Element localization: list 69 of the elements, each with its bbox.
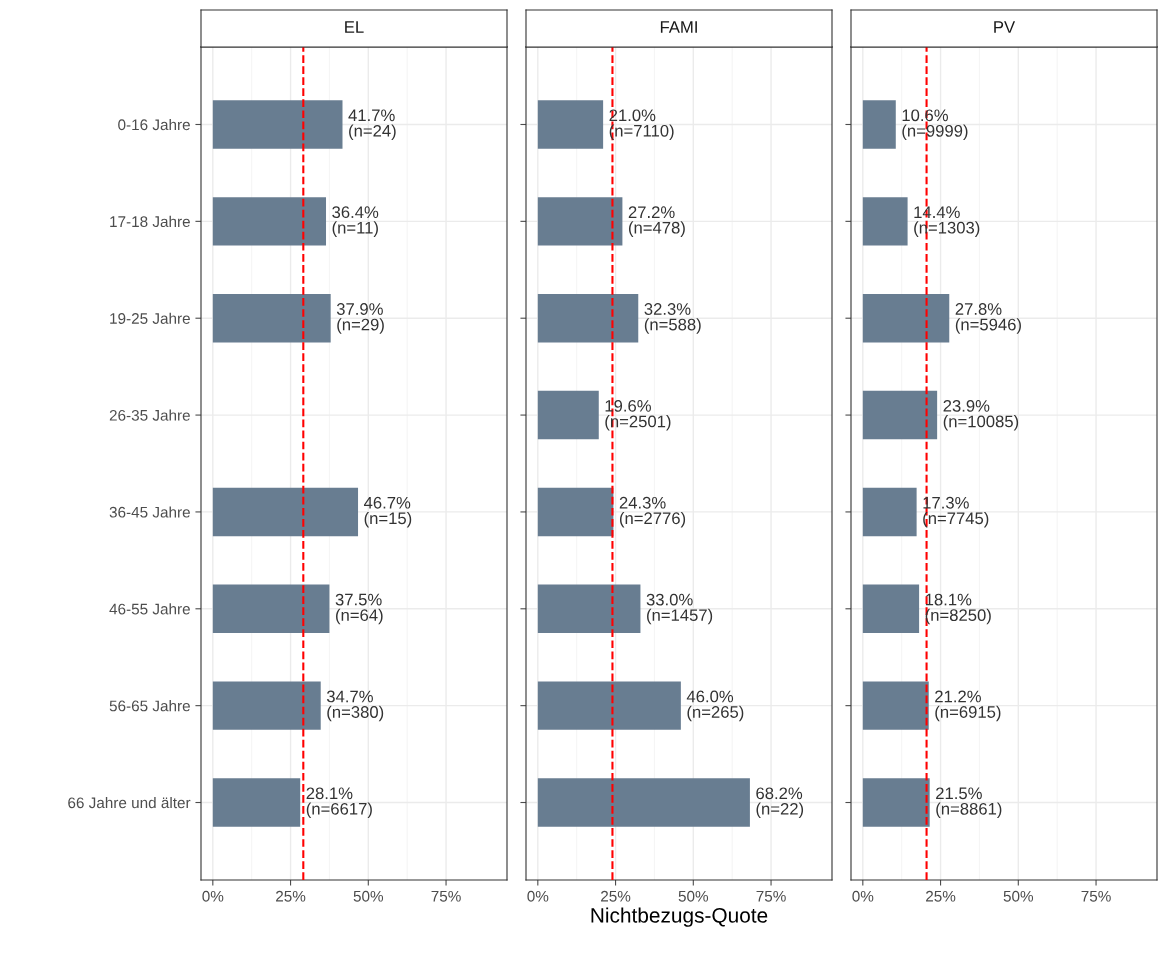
bar [537,681,681,730]
data-label: 21.5% (n=8861) [936,787,1002,819]
data-label: 36.4% (n=11) [332,206,379,237]
bar [862,197,908,246]
data-label: 21.2% (n=6915) [935,690,1001,722]
x-tick-label: 0% [202,890,224,902]
bar [537,778,750,827]
bar [212,681,321,730]
y-tick-label: 17-18 Jahre [110,215,190,228]
chart-title: EL [345,21,364,33]
x-tick-label: 50% [353,890,384,902]
bar [537,584,641,634]
data-label: 41.7% (n=24) [348,109,396,141]
bar [537,197,623,246]
x-tick-label: 75% [431,890,461,902]
data-label: 24.3% (n=2776) [619,496,686,528]
x-tick-label: 50% [1003,890,1034,902]
data-label: 23.9% (n=10085) [943,399,1019,431]
data-label: 19.6% (n=2501) [605,399,671,431]
y-tick-label: 46-55 Jahre [109,603,190,615]
y-tick-label: 26-35 Jahre [109,409,190,421]
x-tick-label: 0% [527,890,549,902]
data-label: 37.9% (n=29) [336,303,384,334]
chart-title: FAMI [660,21,697,33]
data-label: 14.4% (n=1303) [914,206,980,237]
bar [212,197,327,246]
data-label: 10.6% (n=9999) [902,109,968,141]
bar [537,390,599,440]
bar [862,584,920,634]
data-label: 27.8% (n=5946) [955,303,1021,334]
bar [212,293,331,343]
bar [862,390,938,440]
bar [862,681,929,730]
y-tick-label: 56-65 Jahre [109,700,190,712]
data-label: 28.1% (n=6617) [306,787,372,819]
bar [537,487,614,537]
chart-title: PV [994,21,1016,33]
x-tick-label: 75% [756,890,786,902]
bar [212,778,301,827]
bar [537,100,604,149]
bar [862,487,917,537]
x-tick-label: 75% [1081,890,1111,902]
y-tick-label: 0-16 Jahre [118,118,190,131]
data-label: 37.5% (n=64) [335,593,383,625]
bar [212,487,359,537]
data-label: 46.0% (n=265) [686,690,744,722]
data-label: 17.3% (n=7745) [923,496,989,528]
data-label: 33.0% (n=1457) [646,593,713,625]
x-tick-label: 25% [276,890,306,902]
bar [862,100,896,149]
data-label: 32.3% (n=588) [644,303,701,334]
bar [537,293,639,343]
bar [212,584,330,634]
bar [862,293,950,343]
x-tick-label: 50% [678,890,709,902]
bar [212,100,343,149]
y-tick-label: 66 Jahre und älter [68,796,191,809]
y-tick-label: 19-25 Jahre [110,312,190,324]
x-axis-title: Nichtbezugs-Quote [591,907,768,927]
x-tick-label: 25% [926,890,956,902]
data-label: 46.7% (n=15) [363,496,412,528]
y-tick-label: 36-45 Jahre [109,506,190,518]
data-label: 34.7% (n=380) [326,690,384,722]
bar [862,778,930,827]
data-label: 21.0% (n=7110) [609,109,674,141]
data-label: 27.2% (n=478) [628,206,685,237]
x-tick-label: 0% [852,890,874,902]
x-tick-label: 25% [601,890,631,902]
data-label: 68.2% (n=22) [756,787,804,819]
